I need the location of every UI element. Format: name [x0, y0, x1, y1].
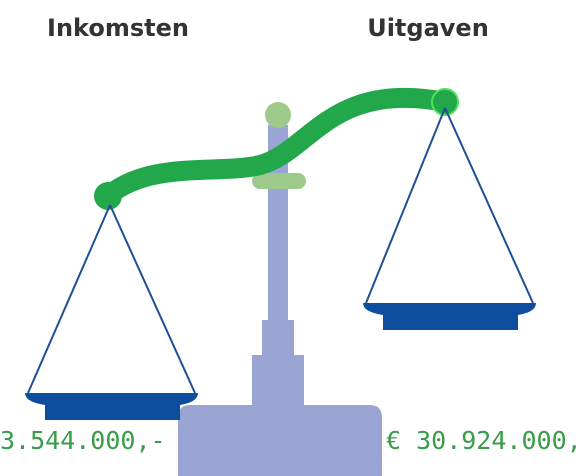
expense-label: Uitgaven: [367, 14, 489, 42]
income-label: Inkomsten: [47, 14, 189, 42]
income-amount: 3.544.000,-: [0, 426, 166, 455]
page: Inkomsten Uitgaven 3.544.000,- € 30.924.…: [0, 0, 582, 476]
string: [445, 108, 533, 303]
right-pan: [363, 303, 536, 330]
left-hinge: [94, 182, 122, 210]
top-knob: [265, 102, 291, 128]
pivot: [252, 173, 306, 189]
balance-scale: Inkomsten Uitgaven 3.544.000,- € 30.924.…: [0, 0, 582, 476]
left-pan: [25, 393, 198, 420]
string: [110, 205, 195, 393]
expense-amount: € 30.924.000,: [386, 426, 582, 455]
string: [366, 108, 445, 303]
right-hinge: [432, 89, 458, 115]
string: [28, 205, 110, 393]
